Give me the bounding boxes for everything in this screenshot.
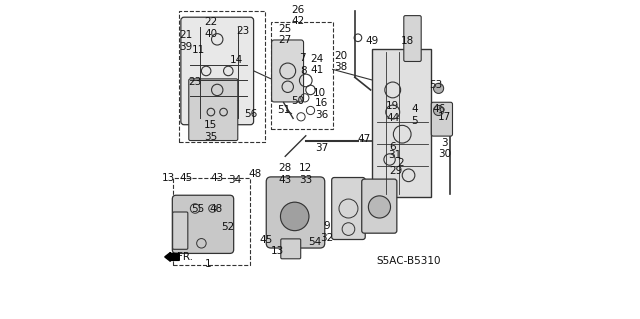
Text: 51: 51 <box>277 106 291 115</box>
FancyBboxPatch shape <box>266 177 324 248</box>
FancyBboxPatch shape <box>404 16 421 62</box>
Text: 24
41: 24 41 <box>310 54 323 75</box>
Text: 54: 54 <box>308 237 322 247</box>
Text: 45: 45 <box>260 235 273 245</box>
Text: 17: 17 <box>438 112 452 122</box>
FancyBboxPatch shape <box>173 212 188 249</box>
Text: 11: 11 <box>191 45 205 56</box>
FancyBboxPatch shape <box>281 239 301 259</box>
FancyBboxPatch shape <box>332 178 365 240</box>
Text: FR.: FR. <box>177 252 193 262</box>
Circle shape <box>433 83 444 93</box>
Text: 46: 46 <box>432 104 445 114</box>
Text: 43: 43 <box>211 174 224 183</box>
Circle shape <box>369 196 390 218</box>
Text: 37: 37 <box>315 144 328 153</box>
Text: 34: 34 <box>228 175 241 185</box>
Text: 29: 29 <box>389 166 403 175</box>
Text: 2: 2 <box>397 158 404 168</box>
Text: 16
36: 16 36 <box>315 98 328 120</box>
Text: 9
32: 9 32 <box>320 221 333 243</box>
Text: 12
33: 12 33 <box>299 163 312 184</box>
Text: 56: 56 <box>244 109 257 119</box>
Text: 55: 55 <box>191 204 205 213</box>
Text: 25
27: 25 27 <box>278 24 292 45</box>
Text: 3
30: 3 30 <box>438 137 451 159</box>
Text: 6: 6 <box>389 142 396 152</box>
FancyArrow shape <box>164 252 179 261</box>
FancyBboxPatch shape <box>181 17 253 125</box>
Text: 48: 48 <box>209 204 222 213</box>
Text: 48: 48 <box>248 169 262 179</box>
Text: 23: 23 <box>236 26 249 36</box>
FancyBboxPatch shape <box>372 49 431 197</box>
FancyBboxPatch shape <box>362 179 397 233</box>
Text: 1: 1 <box>204 259 211 269</box>
Text: 10: 10 <box>313 88 326 98</box>
Text: 28
43: 28 43 <box>278 163 292 184</box>
Text: 31: 31 <box>388 150 401 160</box>
FancyBboxPatch shape <box>431 102 452 136</box>
Text: 49: 49 <box>365 36 379 46</box>
FancyBboxPatch shape <box>172 195 234 253</box>
Text: 45: 45 <box>179 174 192 183</box>
Text: 47: 47 <box>357 134 371 144</box>
Text: 53: 53 <box>429 80 442 90</box>
Circle shape <box>280 202 309 231</box>
Text: 15
35: 15 35 <box>204 120 218 142</box>
Text: S5AC-B5310: S5AC-B5310 <box>376 256 441 266</box>
Text: 13: 13 <box>271 246 284 256</box>
Text: 26
42: 26 42 <box>291 5 305 26</box>
Text: 20
38: 20 38 <box>334 51 347 72</box>
FancyBboxPatch shape <box>271 40 303 102</box>
Text: 52: 52 <box>221 222 235 233</box>
Text: 22
40: 22 40 <box>204 18 218 39</box>
Text: 8: 8 <box>300 66 307 76</box>
Text: 18: 18 <box>401 36 413 46</box>
Text: 50: 50 <box>291 96 305 106</box>
Text: 23: 23 <box>188 77 202 87</box>
Text: 21
39: 21 39 <box>179 30 192 52</box>
Text: 13: 13 <box>161 174 175 183</box>
Text: 4
5: 4 5 <box>412 104 418 126</box>
Circle shape <box>433 105 444 115</box>
Text: 7: 7 <box>300 53 306 63</box>
Text: 14: 14 <box>230 55 243 65</box>
Text: 19
44: 19 44 <box>386 101 399 123</box>
FancyBboxPatch shape <box>189 79 238 141</box>
